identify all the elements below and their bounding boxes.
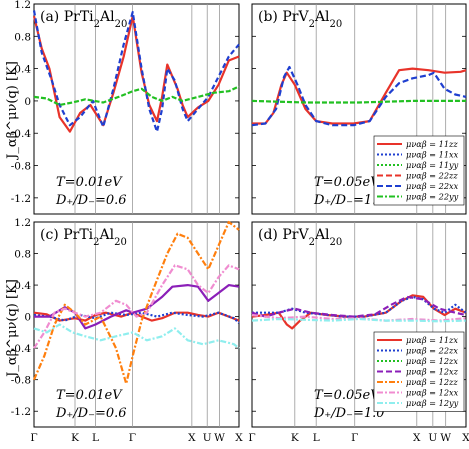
panel-3: Γ K L Γ X U W X(d) PrV2Al20T=0.05eVD₊/D₋=1.0μνα…: [248, 221, 469, 444]
y-tick-label: -0.4: [11, 343, 32, 355]
x-tick-label: U: [203, 432, 212, 444]
series-line-purple: [251, 295, 467, 318]
plot-frame: [251, 221, 467, 428]
panel-1: (b) PrV2Al20 T=0.05eV D₊/D₋=1.0 μναβ = 11zz…: [251, 3, 467, 215]
legend-entry: μναβ = 22zz: [406, 171, 458, 181]
legend-entry: μναβ = 11zx: [406, 335, 458, 345]
y-tick-label: 0.4: [14, 64, 31, 76]
series-line-red: [33, 311, 240, 322]
series-line-blue: [32, 10, 240, 133]
series-line-orange: [32, 220, 240, 385]
x-tick-label: X: [188, 432, 196, 444]
series-line-blue: [252, 295, 467, 318]
panel-2: Γ K L Γ X U W X1.20.80.40-0.4-0.8-1.2(c) PrTi2A…: [11, 217, 244, 444]
legend-entry: μναβ = 12xz: [406, 367, 459, 377]
y-axis-label-top: J_αβ^μν(q) [K]: [5, 61, 20, 161]
x-tick-label: Γ: [351, 432, 358, 444]
x-tick-label: W: [440, 432, 451, 444]
series-line-cyan: [33, 323, 240, 350]
series-line-green: [251, 99, 466, 104]
legend-box: [373, 135, 465, 206]
y-tick-label: -0.8: [11, 161, 31, 173]
x-tick-label: L: [313, 432, 320, 444]
legend-entry: μναβ = 12zx: [406, 356, 458, 366]
panel-title: (b) PrV2Al20: [258, 9, 342, 30]
series-line-red: [252, 67, 467, 125]
series-line-blue: [33, 311, 240, 324]
x-tick-label: L: [92, 432, 99, 444]
legend-entry: μναβ = 22yy: [406, 192, 459, 202]
y-tick-label: 0.8: [14, 31, 31, 43]
param-d-ratio: D₊/D₋=0.6: [55, 193, 127, 208]
y-axis-label-bottom: J_αβ^μν(q) [K]: [5, 279, 20, 379]
plot-frame: [251, 3, 467, 215]
panel-title: (c) PrTi2Al20: [40, 227, 127, 248]
param-temperature: T=0.01eV: [56, 388, 123, 403]
x-tick-label: Γ: [129, 432, 136, 444]
legend-entry: μναβ = 12zz: [406, 377, 458, 387]
y-tick-label: 1.2: [14, 217, 31, 229]
y-tick-label: 1.2: [14, 0, 31, 11]
y-tick-label: 0: [24, 96, 31, 108]
x-tick-label: X: [413, 432, 421, 444]
x-tick-label: K: [291, 432, 299, 444]
legend-entry: μναβ = 22xx: [406, 181, 459, 191]
x-tick-label: X: [235, 432, 243, 444]
legend-entry: μναβ = 12yy: [406, 398, 459, 408]
series-line-blue: [251, 65, 467, 127]
param-d-ratio: D₊/D₋=1.0: [313, 406, 385, 421]
legend-entry: μναβ = 12xx: [406, 388, 459, 398]
legend-entry: μναβ = 11zz: [406, 139, 458, 149]
x-tick-label: X: [462, 432, 469, 444]
panel-0: 1.2 0.8 0.4 0 -0.4 -0.8 -1.2 (a) PrTi2Al20 T=0.0…: [11, 0, 240, 215]
y-tick-label: 0: [24, 312, 31, 324]
legend-entry: μναβ = 11yy: [406, 160, 459, 170]
x-tick-label: K: [71, 432, 79, 444]
series-line-green: [33, 85, 240, 107]
y-tick-label: -0.4: [11, 128, 32, 140]
y-tick-label: 0.8: [14, 249, 31, 261]
x-tick-label: W: [214, 432, 225, 444]
x-tick-label: Γ: [30, 432, 37, 444]
plot-frame: [33, 221, 240, 428]
x-tick-label: U: [428, 432, 437, 444]
param-temperature: T=0.05eV: [314, 388, 381, 403]
panel-title: (a) PrTi2Al20: [40, 9, 127, 30]
y-tick-label: -1.2: [11, 406, 31, 418]
y-tick-label: -0.8: [11, 375, 31, 387]
series-line-pink: [33, 264, 240, 349]
legend-entry: μναβ = 22zx: [406, 346, 458, 356]
legend-entry: μναβ = 11xx: [406, 150, 459, 160]
x-tick-label: Γ: [248, 432, 255, 444]
plot-frame: [33, 3, 240, 215]
panel-title: (d) PrV2Al20: [258, 227, 342, 248]
param-temperature: T=0.01eV: [56, 175, 123, 190]
param-d-ratio: D₊/D₋=0.6: [55, 406, 127, 421]
param-d-ratio: D₊/D₋=1.0: [313, 193, 385, 208]
param-temperature: T=0.05eV: [314, 175, 381, 190]
y-tick-label: 0.4: [14, 280, 31, 292]
y-tick-label: -1.2: [11, 193, 31, 205]
